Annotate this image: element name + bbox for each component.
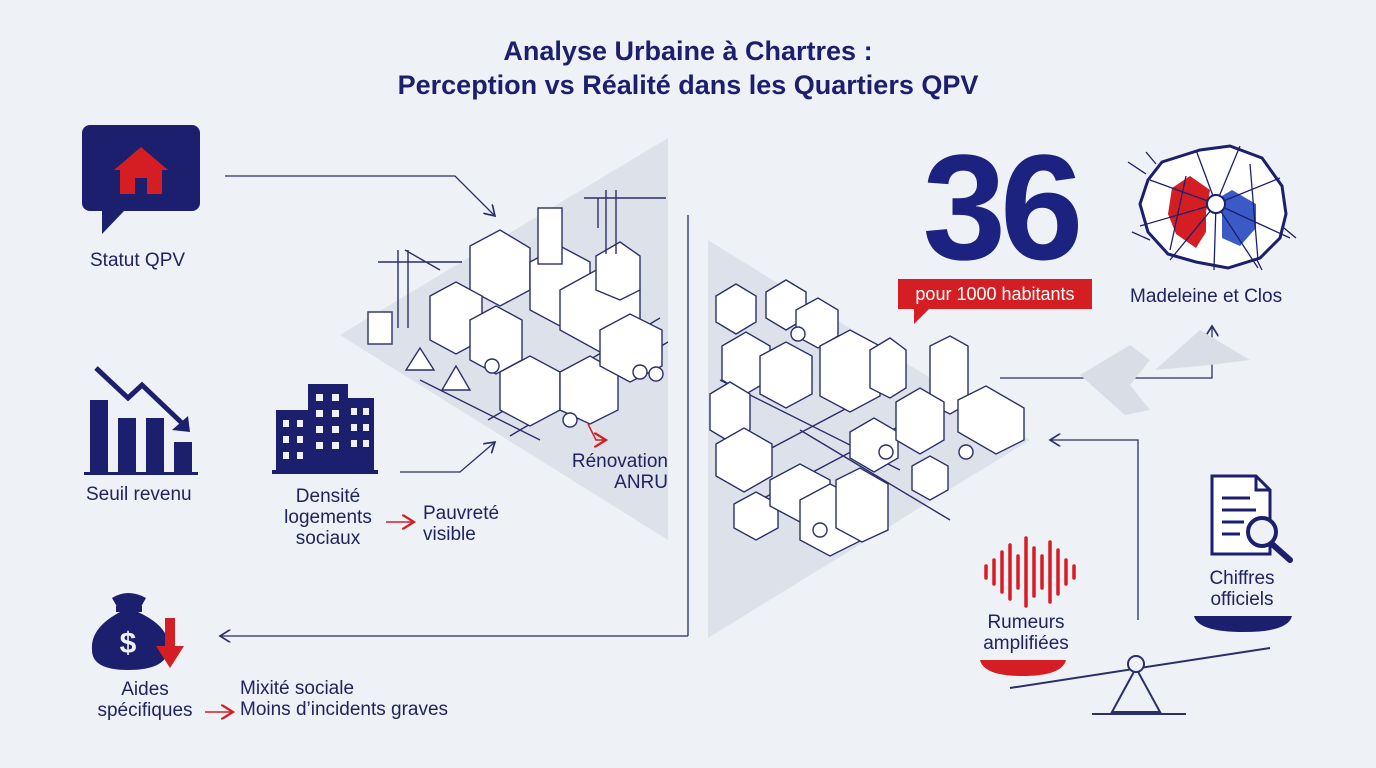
- pauvrete-line-1: Pauvreté: [423, 503, 500, 524]
- perception-neighborhood: [367, 190, 669, 441]
- mixite-label: Mixité sociale Moins d’incidents graves: [240, 678, 448, 720]
- densite-line-1: Densité: [295, 486, 361, 507]
- svg-text:$: $: [120, 627, 137, 660]
- faint-arrows-decoration: [1080, 330, 1250, 415]
- densite-line-3: sociaux: [295, 528, 361, 549]
- aides-label: Aides spécifiques: [90, 679, 200, 721]
- statut-label: Statut QPV: [90, 250, 186, 271]
- page-title: Analyse Urbaine à Chartres : Perception …: [0, 34, 1376, 102]
- document-search-icon: [1210, 474, 1293, 563]
- arrow-balance: [1050, 440, 1139, 620]
- title-line-2: Perception vs Réalité dans les Quartiers…: [397, 70, 979, 100]
- mixite-line-1: Mixité sociale: [240, 678, 355, 699]
- buildings-icon: [272, 384, 378, 474]
- rumeurs-line-2: amplifiées: [983, 633, 1069, 654]
- chiffres-label: Chiffres officiels: [1192, 568, 1292, 610]
- pauvrete-label: Pauvreté visible: [423, 503, 499, 545]
- densite-label: Densité logements sociaux: [268, 486, 388, 549]
- rumeurs-label: Rumeurs amplifiées: [976, 612, 1076, 654]
- aides-line-2: spécifiques: [97, 700, 193, 721]
- arrow-renovation: [587, 423, 606, 440]
- rumeurs-line-1: Rumeurs: [987, 612, 1065, 633]
- balance-scale: [980, 616, 1292, 715]
- renovation-label: Rénovation ANRU: [562, 451, 668, 493]
- densite-line-2: logements: [284, 507, 372, 528]
- title-line-1: Analyse Urbaine à Chartres :: [503, 36, 873, 66]
- reality-neighborhood: [709, 279, 1025, 557]
- declining-chart-icon: [84, 366, 198, 475]
- arrow-densite: [400, 442, 495, 473]
- seuil-label: Seuil revenu: [86, 484, 192, 505]
- mixite-line-2: Moins d’incidents graves: [240, 699, 449, 720]
- house-icon: [82, 125, 200, 234]
- chiffres-line-1: Chiffres: [1209, 568, 1275, 589]
- pauvrete-line-2: visible: [423, 524, 476, 545]
- chiffres-line-2: officiels: [1210, 589, 1274, 610]
- money-bag-icon: $: [91, 593, 184, 670]
- district-map-icon: [1127, 144, 1297, 271]
- renovation-line-1: Rénovation: [571, 451, 668, 472]
- stat-badge-tail: [914, 308, 930, 324]
- renovation-line-2: ANRU: [614, 472, 668, 493]
- stat-value: 36: [922, 123, 1084, 291]
- map-label: Madeleine et Clos: [1130, 286, 1283, 307]
- arrow-statut: [225, 175, 495, 216]
- aides-line-1: Aides: [121, 679, 169, 700]
- stat-unit-badge: pour 1000 habitants: [898, 279, 1092, 309]
- sound-wave-icon: [984, 536, 1076, 608]
